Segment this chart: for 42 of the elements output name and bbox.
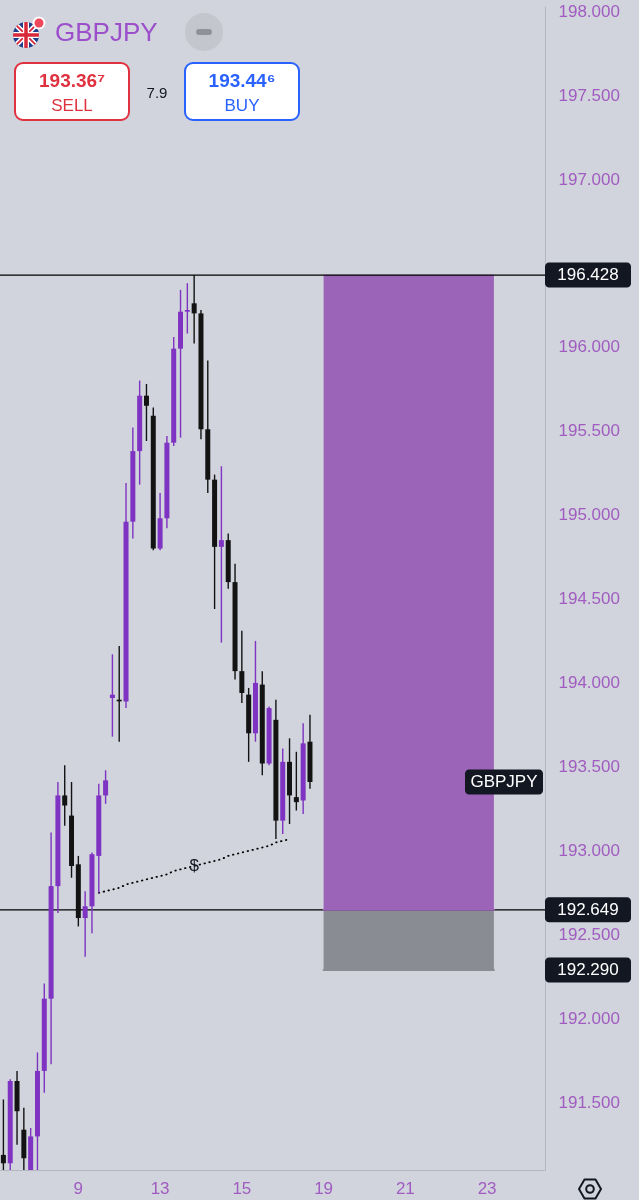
annotation: 7.9 — [145, 83, 169, 103]
y-tick-label: 196.000 — [558, 337, 620, 357]
candlestick — [103, 769, 109, 805]
x-tick-label: 19 — [314, 1178, 334, 1198]
candlestick — [62, 764, 68, 827]
candlestick — [191, 274, 197, 345]
x-tick-label: 15 — [232, 1178, 252, 1198]
annotation: SELL — [50, 95, 94, 117]
ref-line-label: 196.428 — [557, 265, 619, 285]
candlestick — [143, 383, 149, 442]
annotation: 193.36⁷ — [38, 69, 106, 93]
x-tick-label: 21 — [395, 1178, 415, 1198]
candlestick — [82, 890, 88, 958]
sell-button: 193.36⁷ SELL — [14, 62, 130, 121]
buy-button: 193.44⁶ BUY — [184, 62, 300, 121]
y-tick-label: 198.000 — [558, 1, 620, 21]
y-tick-label: 197.500 — [558, 85, 620, 105]
annotation: 193.44⁶ — [207, 69, 277, 93]
y-tick-label: 194.500 — [558, 589, 620, 609]
y-tick-label: 194.000 — [558, 673, 620, 693]
candlestick — [0, 1098, 6, 1171]
y-tick-label: 197.000 — [558, 169, 620, 189]
y-tick-label: 191.500 — [558, 1093, 620, 1113]
annotation: GBPJPY — [470, 772, 538, 791]
annotation: $ — [189, 855, 200, 875]
candlestick — [293, 751, 299, 812]
y-tick-label: 195.000 — [558, 505, 620, 525]
x-tick-label: 9 — [73, 1178, 84, 1198]
text: 192.290 — [557, 960, 619, 980]
y-tick-label: 193.500 — [558, 757, 620, 777]
x-tick-label: 23 — [477, 1178, 497, 1198]
y-tick-label: 192.500 — [558, 925, 620, 945]
annotation: BUY — [223, 95, 261, 117]
candlestick — [218, 465, 224, 644]
y-tick-label: 195.500 — [558, 421, 620, 441]
y-tick-label: 193.000 — [558, 841, 620, 861]
candlestick — [239, 630, 245, 704]
chart-title: GBPJPY — [55, 17, 158, 47]
x-tick-label: 13 — [150, 1178, 170, 1198]
ref-line-label: 192.649 — [557, 899, 619, 919]
y-tick-label: 192.000 — [558, 1009, 620, 1029]
candlestick — [184, 282, 190, 335]
